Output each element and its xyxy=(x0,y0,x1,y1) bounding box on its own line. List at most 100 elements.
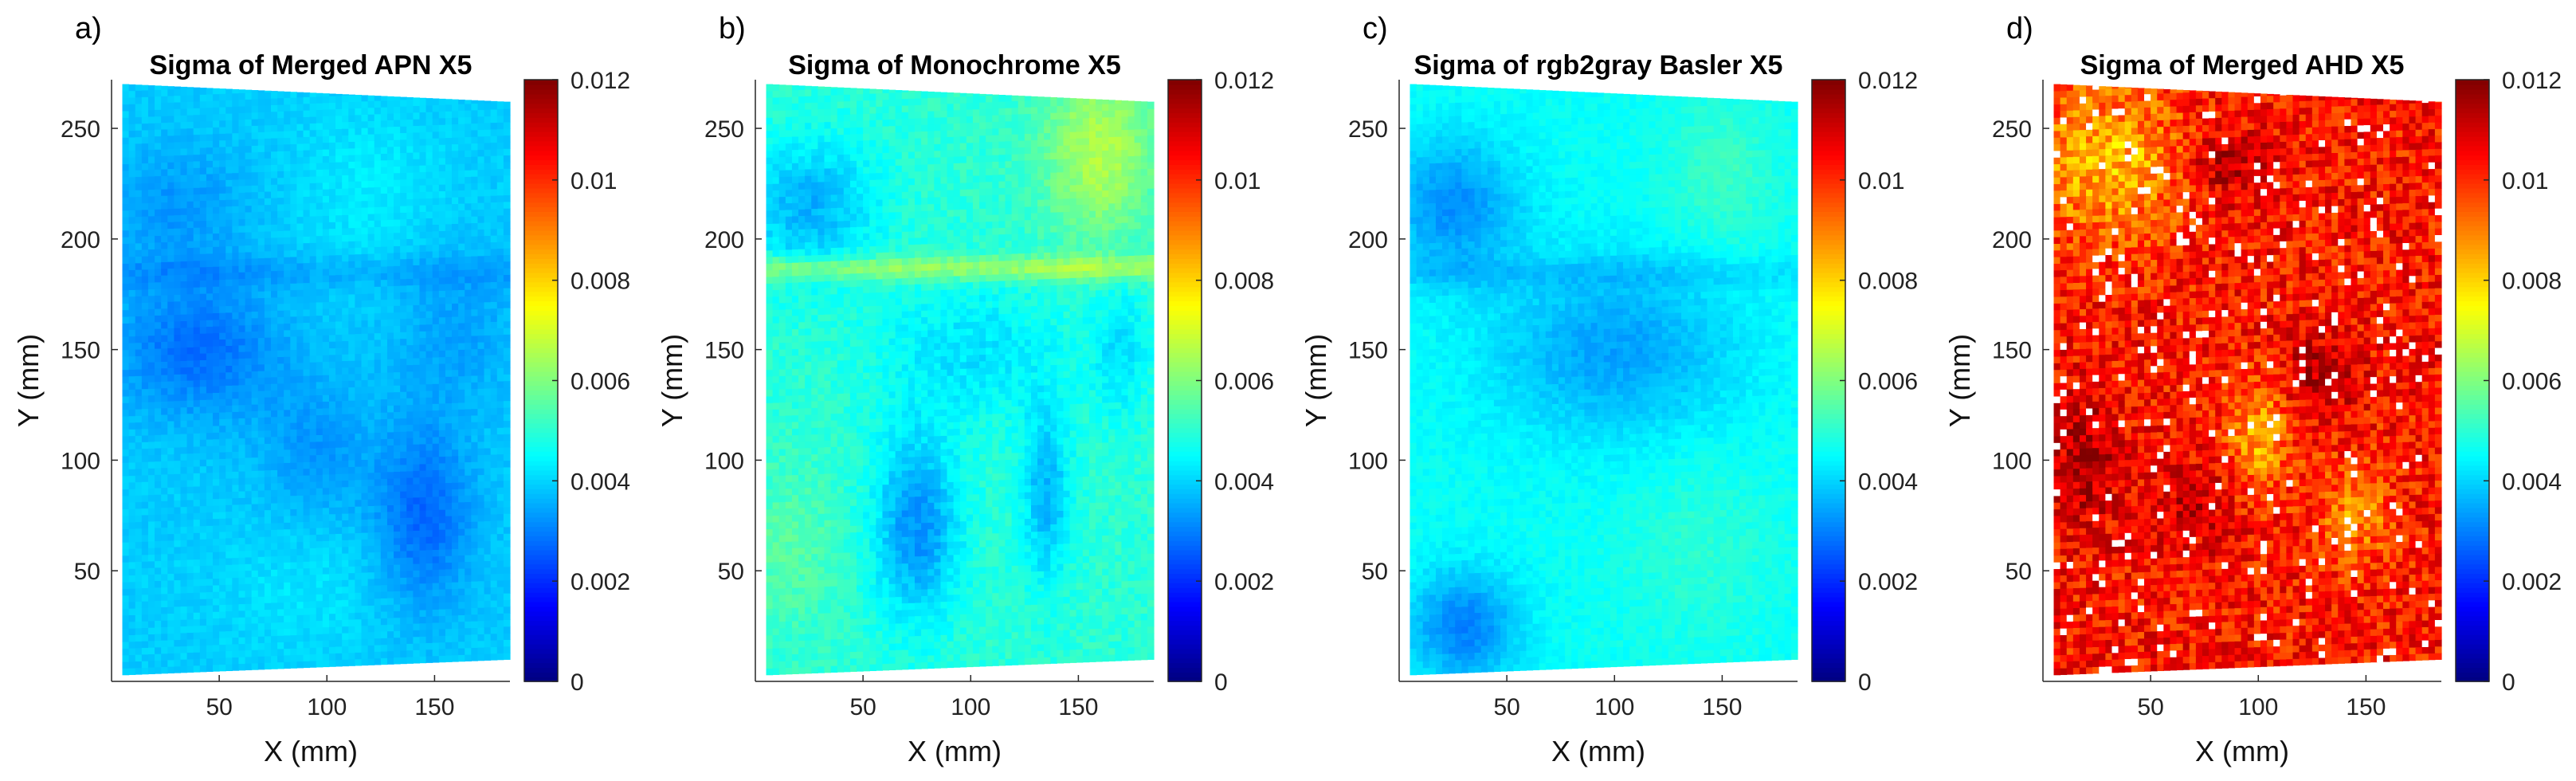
heatmap-cell xyxy=(432,104,440,112)
heatmap-cell xyxy=(465,296,472,304)
heatmap-cell xyxy=(225,617,233,625)
heatmap-cell xyxy=(309,388,317,396)
heatmap-cell xyxy=(432,396,440,404)
heatmap-cell xyxy=(225,265,233,273)
heatmap-cell xyxy=(296,508,304,516)
heatmap-cell xyxy=(193,293,201,301)
heatmap-cell xyxy=(477,454,485,462)
heatmap-cell xyxy=(238,238,246,246)
heatmap-cell xyxy=(316,634,323,642)
heatmap-cell xyxy=(180,101,188,109)
heatmap-cell xyxy=(328,281,336,289)
heatmap-cell xyxy=(180,167,188,175)
heatmap-cell xyxy=(232,531,240,539)
heatmap-cell xyxy=(277,456,284,464)
heatmap-cell xyxy=(438,356,446,364)
heatmap-cell xyxy=(452,409,459,417)
heatmap-cell xyxy=(257,616,265,624)
heatmap-cell xyxy=(361,353,369,361)
heatmap-cell xyxy=(477,554,485,562)
heatmap-cell xyxy=(303,601,311,609)
heatmap-cell xyxy=(277,257,284,265)
heatmap-cell xyxy=(406,438,414,445)
heatmap-cell xyxy=(458,124,465,131)
heatmap-cell xyxy=(284,575,291,583)
heatmap-cell xyxy=(328,387,336,395)
heatmap-cell xyxy=(322,202,330,210)
heatmap-cell xyxy=(380,532,388,539)
heatmap-cell xyxy=(213,113,220,121)
heatmap-cell xyxy=(322,401,330,409)
heatmap-cell xyxy=(232,358,240,366)
heatmap-cell xyxy=(458,449,465,457)
heatmap-cell xyxy=(322,394,330,402)
heatmap-cell xyxy=(484,587,492,595)
heatmap-cell xyxy=(238,245,246,253)
heatmap-cell xyxy=(367,638,375,646)
heatmap-cell xyxy=(257,629,265,637)
heatmap-cell xyxy=(186,214,194,222)
heatmap-cell xyxy=(277,476,284,484)
heatmap-cell xyxy=(361,453,369,461)
heatmap-cell xyxy=(174,540,182,547)
heatmap-cell xyxy=(271,496,278,504)
heatmap-cell xyxy=(452,449,459,457)
heatmap-cell xyxy=(477,123,485,131)
heatmap-cell xyxy=(361,167,369,175)
heatmap-cell xyxy=(458,568,465,575)
heatmap-cell xyxy=(335,108,343,116)
heatmap-cell xyxy=(465,375,472,383)
heatmap-cell xyxy=(432,316,440,324)
heatmap-cell xyxy=(245,504,253,512)
heatmap-cell xyxy=(296,495,304,503)
heatmap-cell xyxy=(135,202,143,210)
heatmap-cell xyxy=(380,159,388,167)
heatmap-cell xyxy=(180,360,188,368)
heatmap-cell xyxy=(316,301,323,309)
heatmap-cell xyxy=(264,244,272,252)
heatmap-cell xyxy=(400,338,407,346)
heatmap-cell xyxy=(174,646,182,653)
heatmap-cell xyxy=(438,336,446,344)
heatmap-cell xyxy=(257,277,265,285)
heatmap-cell xyxy=(180,506,188,514)
heatmap-cell xyxy=(367,206,375,214)
heatmap-cell xyxy=(186,532,194,540)
heatmap-cell xyxy=(406,603,414,611)
heatmap-cell xyxy=(251,237,259,245)
heatmap-cell xyxy=(380,438,388,446)
heatmap-cell xyxy=(355,253,363,261)
heatmap-cell xyxy=(186,453,194,461)
heatmap-cell xyxy=(348,480,356,487)
heatmap-cell xyxy=(225,199,233,207)
heatmap-cell xyxy=(361,260,369,268)
heatmap-cell xyxy=(238,218,246,226)
heatmap-cell xyxy=(425,317,433,325)
heatmap-cell xyxy=(367,134,375,141)
heatmap-cell xyxy=(193,532,201,540)
heatmap-cell xyxy=(213,657,220,665)
heatmap-cell xyxy=(458,289,465,297)
heatmap-cell xyxy=(155,620,162,628)
heatmap-cell xyxy=(167,301,174,308)
heatmap-cell xyxy=(238,411,246,418)
heatmap-cell xyxy=(361,571,369,579)
heatmap-cell xyxy=(465,236,472,244)
heatmap-cell xyxy=(296,222,304,230)
heatmap-cell xyxy=(335,653,343,661)
heatmap-cell xyxy=(490,633,498,641)
heatmap-cell xyxy=(161,248,168,256)
heatmap-cell xyxy=(438,310,446,318)
heatmap-cell xyxy=(251,145,259,153)
heatmap-cell xyxy=(419,576,427,584)
heatmap-cell xyxy=(225,339,233,346)
heatmap-cell xyxy=(394,212,401,220)
heatmap-cell xyxy=(374,246,382,254)
heatmap-cell xyxy=(348,300,356,308)
heatmap-cell xyxy=(193,473,201,481)
heatmap-cell xyxy=(394,305,401,313)
heatmap-cell xyxy=(128,236,136,244)
heatmap-cell xyxy=(425,403,433,411)
heatmap-cell xyxy=(374,532,382,540)
heatmap-cell xyxy=(180,214,188,222)
